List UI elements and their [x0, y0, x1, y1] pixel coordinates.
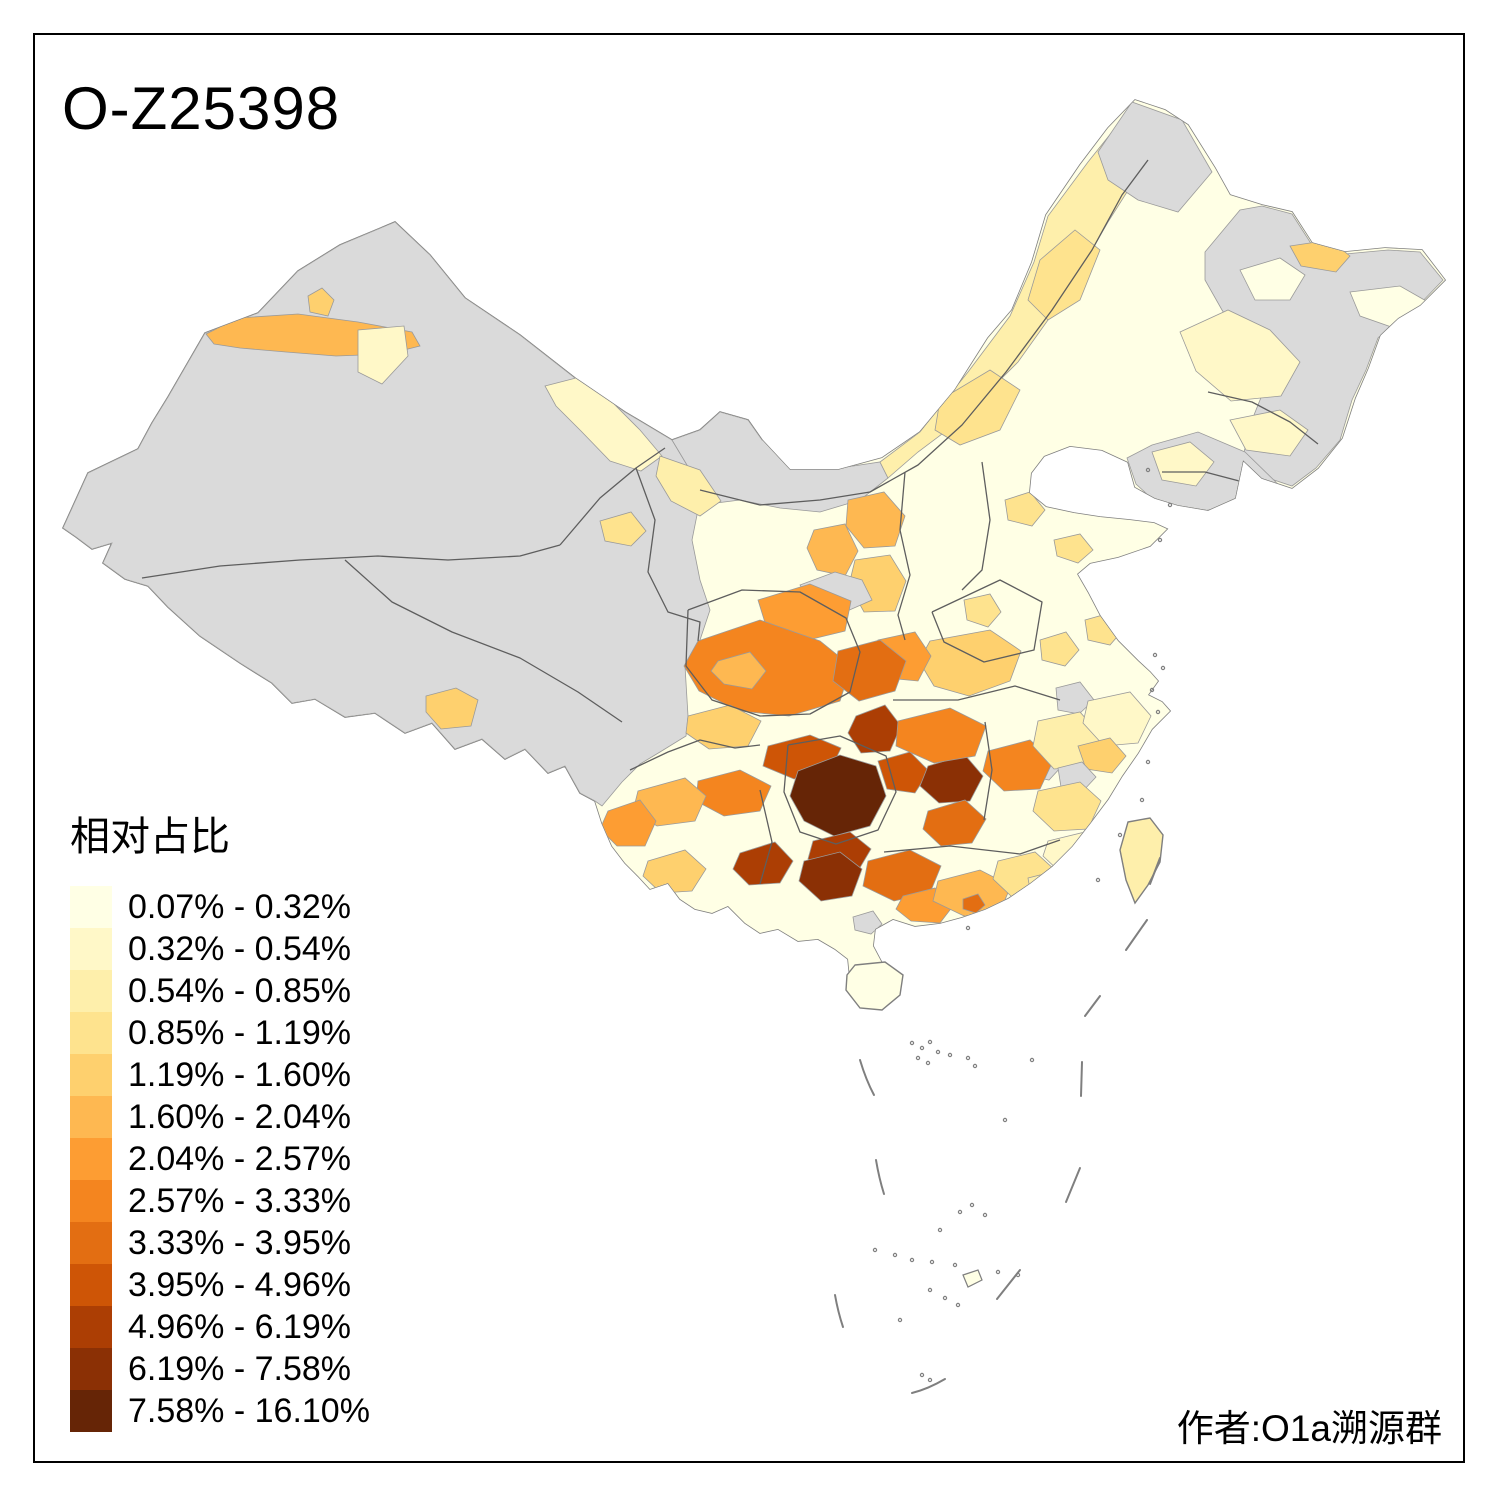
legend: 相对占比 0.07% - 0.32% 0.32% - 0.54% 0.54% - 0…	[70, 804, 370, 1432]
province-borders	[141, 159, 1319, 885]
taiwan-island	[1119, 817, 1164, 905]
legend-swatch	[70, 1222, 112, 1264]
map-region	[922, 799, 987, 847]
sea-dash-lines	[834, 857, 1161, 1394]
legend-swatch	[70, 1264, 112, 1306]
map-region	[1004, 491, 1046, 527]
map-region	[982, 739, 1054, 792]
legend-label: 0.85% - 1.19%	[128, 1013, 352, 1052]
map-region	[599, 511, 647, 547]
legend-label: 3.95% - 4.96%	[128, 1265, 352, 1304]
legend-item: 2.04% - 2.57%	[70, 1138, 370, 1180]
legend-item: 4.96% - 6.19%	[70, 1306, 370, 1348]
map-region	[847, 704, 902, 754]
map-region	[1239, 257, 1306, 301]
legend-item: 0.07% - 0.32%	[70, 886, 370, 928]
map-region	[1097, 101, 1213, 213]
map-region	[655, 455, 722, 517]
map-region	[934, 369, 1021, 446]
legend-swatch	[70, 886, 112, 928]
legend-item: 3.95% - 4.96%	[70, 1264, 370, 1306]
legend-item: 1.19% - 1.60%	[70, 1054, 370, 1096]
map-region	[1053, 533, 1094, 564]
legend-label: 1.19% - 1.60%	[128, 1055, 352, 1094]
legend-label: 7.58% - 16.10%	[128, 1391, 370, 1430]
legend-item: 3.33% - 3.95%	[70, 1222, 370, 1264]
legend-label: 1.60% - 2.04%	[128, 1097, 352, 1136]
legend-item: 2.57% - 3.33%	[70, 1180, 370, 1222]
page-title: O-Z25398	[62, 75, 341, 142]
map-region	[798, 851, 863, 902]
island-dots	[872, 467, 1173, 1383]
map-region	[963, 593, 1002, 628]
legend-label: 0.54% - 0.85%	[128, 971, 352, 1010]
map-region	[642, 849, 707, 894]
legend-swatch	[70, 1012, 112, 1054]
map-region	[732, 841, 794, 886]
legend-label: 0.32% - 0.54%	[128, 929, 352, 968]
legend-item: 0.85% - 1.19%	[70, 1012, 370, 1054]
legend-label: 6.19% - 7.58%	[128, 1349, 352, 1388]
legend-swatch	[70, 970, 112, 1012]
map-region	[683, 619, 852, 717]
map-region	[63, 221, 711, 807]
legend-title: 相对占比	[70, 815, 230, 859]
legend-items: 0.07% - 0.32% 0.32% - 0.54% 0.54% - 0.85% 0…	[70, 886, 370, 1432]
legend-swatch	[70, 1054, 112, 1096]
legend-item: 7.58% - 16.10%	[70, 1390, 370, 1432]
legend-label: 2.04% - 2.57%	[128, 1139, 352, 1178]
map-region	[789, 754, 887, 837]
map-region	[1039, 631, 1080, 667]
map-region	[357, 325, 409, 385]
legend-item: 0.54% - 0.85%	[70, 970, 370, 1012]
map-region	[1027, 229, 1101, 321]
legend-item: 0.32% - 0.54%	[70, 928, 370, 970]
hainan-island	[845, 961, 904, 1011]
map-region	[1151, 441, 1215, 487]
map-region	[710, 651, 767, 690]
legend-label: 0.07% - 0.32%	[128, 887, 352, 926]
map-region	[1057, 761, 1097, 792]
map-region	[1033, 461, 1071, 493]
attribution-text: 作者:O1a溯源群	[1176, 1408, 1442, 1449]
islands	[845, 817, 1164, 1288]
legend-label: 4.96% - 6.19%	[128, 1307, 352, 1346]
legend-swatch	[70, 928, 112, 970]
map-region	[307, 287, 335, 317]
legend-item: 1.60% - 2.04%	[70, 1096, 370, 1138]
map-region	[962, 893, 986, 914]
legend-item: 6.19% - 7.58%	[70, 1348, 370, 1390]
small-islet	[962, 1269, 983, 1288]
legend-swatch	[70, 1096, 112, 1138]
legend-swatch	[70, 1138, 112, 1180]
map-region	[895, 707, 987, 764]
legend-swatch	[70, 1306, 112, 1348]
region-fills	[63, 101, 1444, 935]
legend-label: 2.57% - 3.33%	[128, 1181, 352, 1220]
legend-swatch	[70, 1390, 112, 1432]
legend-label: 3.33% - 3.95%	[128, 1223, 352, 1262]
map-region	[425, 687, 479, 730]
map-region	[1082, 691, 1152, 747]
legend-swatch	[70, 1180, 112, 1222]
map-region	[1179, 309, 1301, 402]
legend-swatch	[70, 1348, 112, 1390]
